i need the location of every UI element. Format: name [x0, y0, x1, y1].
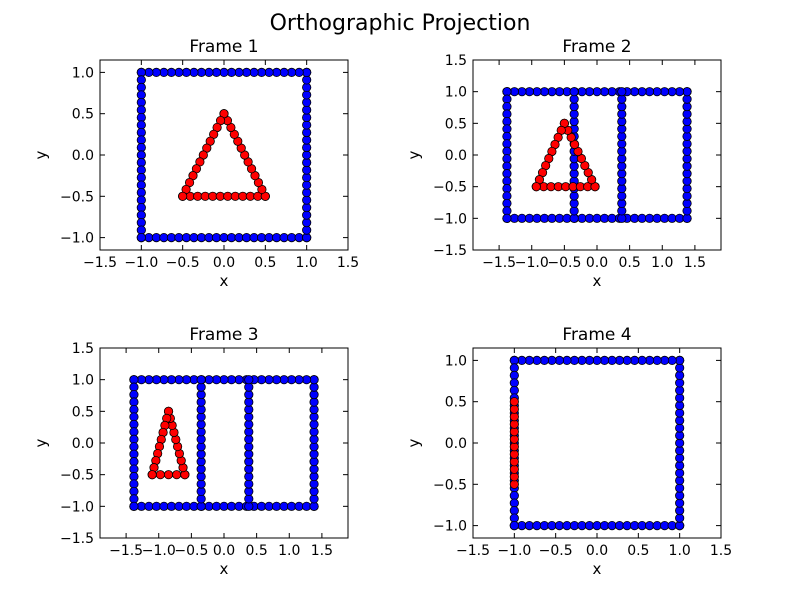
x-tick-label: −1.5: [83, 255, 117, 271]
y-tick-label: 0.5: [445, 116, 467, 132]
x-tick-label: −1.5: [482, 255, 516, 271]
y-tick-label: 1.0: [72, 65, 94, 81]
x-axis-label: x: [593, 560, 602, 578]
triangle-point: [509, 397, 519, 407]
subplot-title: Frame 4: [562, 325, 631, 345]
points-group: [509, 355, 685, 531]
square-point: [129, 501, 139, 511]
y-axis-label: y: [32, 150, 50, 159]
y-tick-label: −0.5: [60, 189, 94, 205]
subplot-4: −1.5 −1.0 −0.5 0.0 0.5 1.0 1.5 −1.0 −0.5 0.0 0.5 1.…: [405, 325, 732, 578]
x-tick-label: 0.5: [245, 543, 267, 559]
y-tick-label: 1.0: [445, 353, 467, 369]
x-tick-label: 1.5: [710, 543, 732, 559]
subplot-title: Frame 3: [189, 325, 258, 345]
y-tick-label: −1.0: [60, 499, 94, 515]
points-group: [136, 67, 312, 243]
triangle-point: [155, 470, 165, 480]
square-point: [196, 375, 206, 385]
triangle-point: [178, 191, 188, 201]
x-tick-label: −1.0: [124, 255, 158, 271]
x-axis-label: x: [593, 272, 602, 290]
y-tick-label: 1.0: [445, 85, 467, 101]
subplots-group: −1.5 −1.0 −0.5 0.0 0.5 1.0 1.5−1.0−0.50.00.51.…: [32, 37, 732, 578]
x-tick-label: 0.5: [254, 255, 276, 271]
x-tick-label: −0.5: [174, 543, 208, 559]
x-tick-label: −1.0: [142, 543, 176, 559]
y-tick-label: 0.0: [445, 436, 467, 452]
triangle-point: [147, 470, 157, 480]
triangle-point: [172, 470, 182, 480]
triangle-point: [163, 470, 174, 480]
y-tick-label: 0.0: [72, 148, 94, 164]
x-tick-label: 0.0: [586, 543, 608, 559]
square-point: [244, 375, 254, 385]
square-point: [569, 87, 579, 97]
x-tick-label: −0.5: [166, 255, 200, 271]
triangle-point: [531, 182, 541, 192]
y-tick-label: −0.5: [433, 477, 467, 493]
y-tick-label: −1.0: [60, 231, 94, 247]
y-tick-label: −1.5: [433, 243, 467, 259]
x-tick-label: −0.5: [547, 255, 581, 271]
y-tick-label: 1.5: [445, 53, 467, 69]
y-tick-label: −0.5: [60, 468, 94, 484]
y-tick-label: 0.0: [72, 436, 94, 452]
y-tick-label: −1.5: [60, 531, 94, 547]
x-tick-label: 0.5: [618, 255, 640, 271]
y-axis-label: y: [405, 438, 423, 447]
x-tick-label: 1.5: [684, 255, 706, 271]
y-tick-label: 1.5: [72, 341, 94, 357]
x-tick-label: 0.5: [627, 543, 649, 559]
x-axis-label: x: [220, 560, 229, 578]
y-tick-label: 0.5: [72, 404, 94, 420]
x-tick-label: 1.0: [669, 543, 691, 559]
subplot-title: Frame 1: [189, 37, 258, 57]
square-point: [136, 233, 146, 243]
subplot-1: −1.5 −1.0 −0.5 0.0 0.5 1.0 1.5 −1.0 −0.5 0.0 0.5 1.…: [32, 37, 359, 290]
square-point: [502, 213, 512, 223]
square-point: [509, 521, 519, 531]
x-tick-label: 1.0: [651, 255, 673, 271]
x-tick-label: 1.5: [337, 255, 359, 271]
x-tick-label: −1.5: [456, 543, 490, 559]
x-tick-label: 1.5: [311, 543, 333, 559]
square-point: [617, 87, 627, 97]
subplot-3: −1.5−1.0−0.5 0.0 0.5 1.0 1.5−1.5−1.0−0.50.00…: [32, 325, 349, 578]
y-tick-label: −1.0: [433, 211, 467, 227]
y-tick-label: 0.0: [445, 148, 467, 164]
x-axis-label: x: [220, 272, 229, 290]
x-tick-label: 0.0: [213, 255, 235, 271]
y-tick-label: 0.5: [72, 107, 94, 123]
y-axis-label: y: [405, 150, 423, 159]
figure-title: Orthographic Projection: [270, 11, 531, 36]
x-tick-label: 0.0: [586, 255, 608, 271]
y-tick-label: 0.5: [445, 395, 467, 411]
x-tick-label: 1.0: [296, 255, 318, 271]
x-tick-label: 1.0: [278, 543, 300, 559]
points-group: [129, 375, 319, 511]
points-group: [502, 87, 692, 223]
x-tick-label: −1.0: [497, 543, 531, 559]
y-tick-label: −1.0: [433, 519, 467, 535]
y-axis-label: y: [32, 438, 50, 447]
subplot-title: Frame 2: [562, 37, 631, 57]
subplot-2: −1.5−1.0−0.5 0.0 0.5 1.0 1.5−1.5−1.0−0.50.00…: [405, 37, 722, 290]
x-tick-label: 0.0: [213, 543, 235, 559]
x-tick-label: −1.0: [515, 255, 549, 271]
x-tick-label: −0.5: [539, 543, 573, 559]
y-tick-label: −0.5: [433, 180, 467, 196]
x-tick-label: −1.5: [109, 543, 143, 559]
y-tick-label: 1.0: [72, 373, 94, 389]
